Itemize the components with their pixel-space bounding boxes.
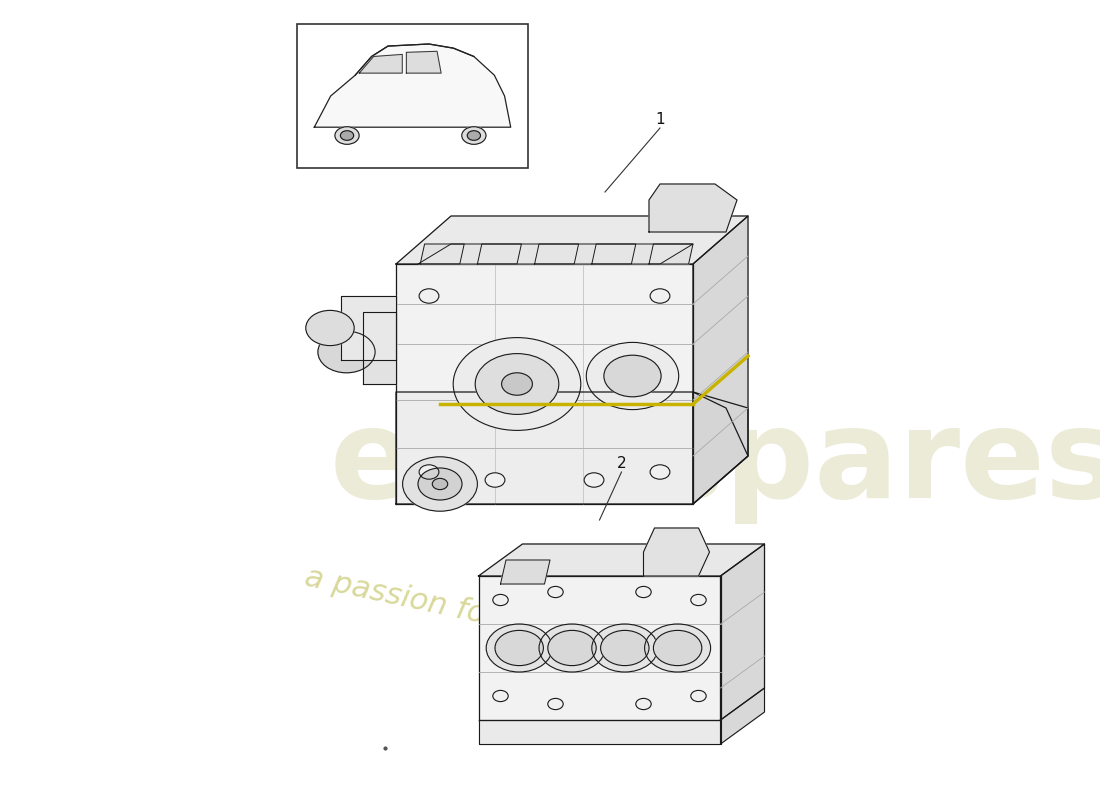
Circle shape bbox=[650, 465, 670, 479]
Polygon shape bbox=[592, 244, 636, 264]
Circle shape bbox=[584, 473, 604, 487]
Circle shape bbox=[586, 342, 679, 410]
Polygon shape bbox=[363, 312, 396, 384]
Circle shape bbox=[432, 478, 448, 490]
Polygon shape bbox=[418, 244, 693, 264]
Circle shape bbox=[475, 354, 559, 414]
Circle shape bbox=[645, 624, 711, 672]
Polygon shape bbox=[396, 392, 748, 504]
Circle shape bbox=[419, 289, 439, 303]
Polygon shape bbox=[360, 54, 403, 73]
Polygon shape bbox=[535, 244, 579, 264]
Circle shape bbox=[636, 586, 651, 598]
Circle shape bbox=[403, 457, 477, 511]
Polygon shape bbox=[720, 544, 764, 720]
Polygon shape bbox=[649, 184, 737, 232]
Circle shape bbox=[592, 624, 658, 672]
Polygon shape bbox=[644, 528, 710, 576]
Circle shape bbox=[493, 690, 508, 702]
Polygon shape bbox=[406, 51, 441, 73]
Circle shape bbox=[548, 698, 563, 710]
Polygon shape bbox=[500, 560, 550, 584]
Circle shape bbox=[495, 630, 543, 666]
Circle shape bbox=[419, 465, 439, 479]
Bar bbox=[297, 24, 528, 168]
Circle shape bbox=[653, 630, 702, 666]
Circle shape bbox=[453, 338, 581, 430]
Circle shape bbox=[334, 126, 359, 144]
Polygon shape bbox=[420, 244, 464, 264]
Polygon shape bbox=[341, 296, 396, 360]
Polygon shape bbox=[478, 720, 720, 744]
Circle shape bbox=[502, 373, 532, 395]
Polygon shape bbox=[396, 264, 693, 504]
Circle shape bbox=[462, 126, 486, 144]
Polygon shape bbox=[693, 392, 748, 504]
Polygon shape bbox=[477, 244, 521, 264]
Circle shape bbox=[601, 630, 649, 666]
Circle shape bbox=[636, 698, 651, 710]
Circle shape bbox=[418, 468, 462, 500]
Text: eurospares: eurospares bbox=[330, 403, 1100, 525]
Circle shape bbox=[318, 331, 375, 373]
Polygon shape bbox=[315, 44, 510, 127]
Text: 2: 2 bbox=[617, 457, 626, 471]
Circle shape bbox=[691, 690, 706, 702]
Text: a passion for excellence 1985: a passion for excellence 1985 bbox=[301, 562, 755, 686]
Circle shape bbox=[493, 594, 508, 606]
Polygon shape bbox=[396, 216, 748, 264]
Circle shape bbox=[691, 594, 706, 606]
Circle shape bbox=[548, 586, 563, 598]
Circle shape bbox=[650, 289, 670, 303]
Circle shape bbox=[539, 624, 605, 672]
Polygon shape bbox=[478, 576, 720, 720]
Circle shape bbox=[548, 630, 596, 666]
Polygon shape bbox=[649, 244, 693, 264]
Polygon shape bbox=[720, 688, 764, 744]
Polygon shape bbox=[478, 544, 764, 576]
Circle shape bbox=[468, 130, 481, 140]
Text: 1: 1 bbox=[656, 113, 664, 127]
Circle shape bbox=[306, 310, 354, 346]
Polygon shape bbox=[693, 216, 748, 504]
Circle shape bbox=[604, 355, 661, 397]
Circle shape bbox=[485, 473, 505, 487]
Circle shape bbox=[340, 130, 353, 140]
Circle shape bbox=[486, 624, 552, 672]
